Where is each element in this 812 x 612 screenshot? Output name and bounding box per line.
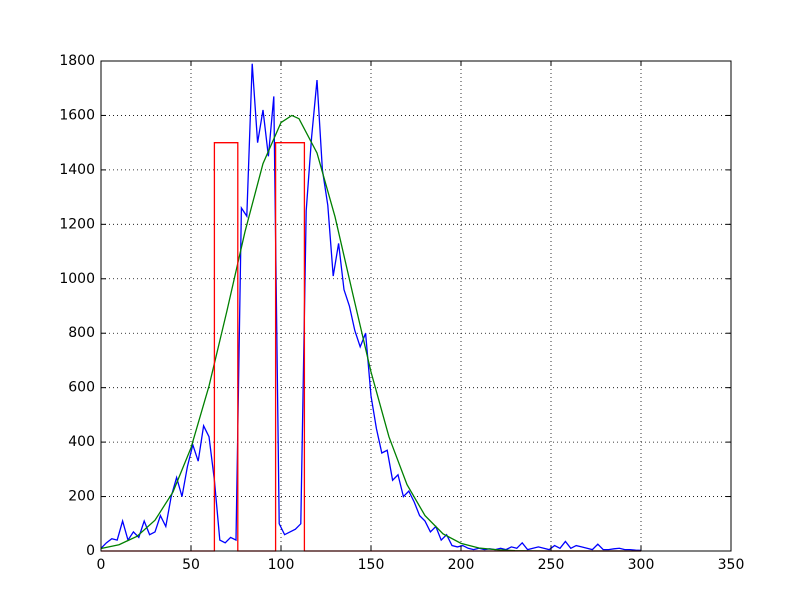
y-tick-label: 1800 — [59, 53, 95, 69]
x-tick-label: 300 — [628, 557, 655, 573]
x-tick-label: 0 — [97, 557, 106, 573]
y-tick-label: 400 — [68, 434, 95, 450]
x-tick-label: 200 — [448, 557, 475, 573]
y-tick-label: 1600 — [59, 107, 95, 123]
x-tick-label: 350 — [718, 557, 745, 573]
x-tick-label: 50 — [182, 557, 200, 573]
x-tick-label: 250 — [538, 557, 565, 573]
y-tick-label: 1200 — [59, 216, 95, 232]
y-tick-label: 200 — [68, 489, 95, 505]
x-tick-label: 150 — [358, 557, 385, 573]
y-tick-label: 1000 — [59, 271, 95, 287]
y-tick-label: 800 — [68, 325, 95, 341]
y-tick-label: 1400 — [59, 162, 95, 178]
y-tick-label: 600 — [68, 380, 95, 396]
axes-frame — [100, 60, 732, 552]
x-tick-label: 100 — [268, 557, 295, 573]
y-tick-label: 0 — [86, 543, 95, 559]
